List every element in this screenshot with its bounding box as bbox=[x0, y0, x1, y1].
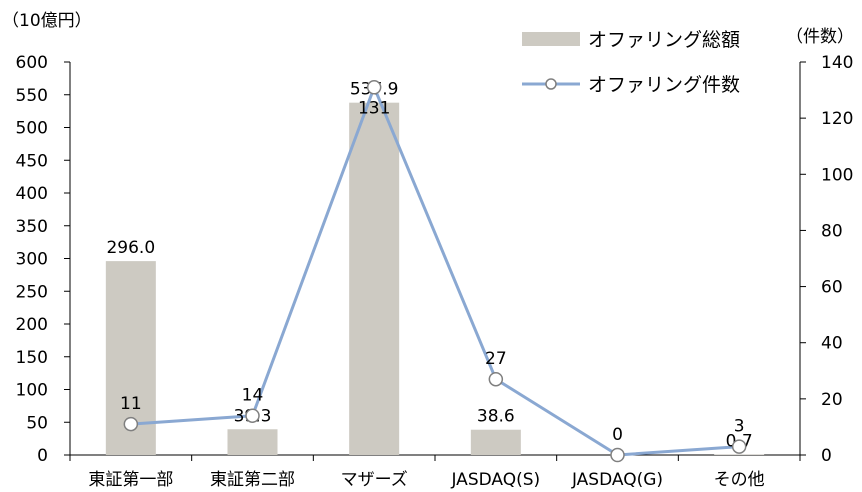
line-data-label: 0 bbox=[612, 425, 623, 445]
right-tick-label: 140 bbox=[821, 53, 853, 73]
line-data-label: 14 bbox=[242, 386, 264, 406]
left-tick-label: 0 bbox=[37, 446, 48, 466]
left-tick-label: 500 bbox=[16, 119, 48, 139]
line-data-label: 11 bbox=[120, 394, 142, 414]
left-tick-label: 400 bbox=[16, 184, 48, 204]
line-data-label: 27 bbox=[485, 349, 507, 369]
x-tick-label: JASDAQ(G) bbox=[571, 470, 663, 490]
line-data-label: 131 bbox=[358, 98, 390, 118]
right-axis-unit: （件数） bbox=[786, 27, 854, 47]
x-tick-label: その他 bbox=[714, 470, 765, 490]
left-tick-label: 200 bbox=[16, 315, 48, 335]
legend-label-line: オファリング件数 bbox=[588, 74, 741, 96]
line-marker bbox=[610, 447, 625, 463]
right-tick-label: 0 bbox=[821, 446, 832, 466]
line-marker bbox=[488, 371, 504, 387]
left-tick-label: 300 bbox=[16, 250, 48, 270]
line-marker bbox=[245, 408, 260, 423]
bar bbox=[227, 429, 278, 455]
left-axis-unit: （10億円） bbox=[2, 11, 92, 31]
right-tick-label: 100 bbox=[821, 165, 853, 185]
x-tick-label: マザーズ bbox=[341, 470, 408, 490]
legend-label-bar: オファリング総額 bbox=[588, 29, 741, 51]
right-tick-label: 120 bbox=[821, 109, 853, 129]
line-marker bbox=[366, 80, 382, 95]
right-tick-label: 20 bbox=[821, 390, 843, 410]
bar bbox=[470, 429, 521, 455]
x-tick-label: JASDAQ(S) bbox=[450, 470, 540, 490]
right-tick-label: 40 bbox=[821, 334, 843, 354]
right-tick-label: 60 bbox=[821, 278, 843, 298]
left-tick-label: 150 bbox=[16, 348, 48, 368]
left-tick-label: 50 bbox=[26, 413, 48, 433]
bar-data-label: 296.0 bbox=[106, 238, 155, 258]
legend-swatch-line bbox=[522, 77, 580, 90]
legend-item-bar: オファリング総額 bbox=[522, 25, 740, 52]
legend-item-line: オファリング件数 bbox=[522, 70, 740, 97]
line-marker bbox=[731, 439, 747, 454]
right-tick-label: 80 bbox=[821, 221, 843, 241]
left-tick-label: 100 bbox=[16, 381, 48, 401]
x-tick-label: 東証第一部 bbox=[88, 470, 173, 490]
left-tick-label: 600 bbox=[16, 53, 48, 73]
line-marker bbox=[123, 416, 139, 432]
x-tick-label: 東証第二部 bbox=[210, 470, 295, 490]
left-tick-label: 250 bbox=[16, 282, 48, 302]
legend-swatch-bar bbox=[522, 31, 580, 46]
bar-data-label: 38.6 bbox=[477, 407, 515, 427]
bar bbox=[349, 102, 400, 455]
line-series bbox=[130, 85, 740, 457]
left-tick-label: 550 bbox=[16, 86, 48, 106]
line-data-label: 3 bbox=[734, 417, 745, 437]
left-tick-label: 350 bbox=[16, 217, 48, 237]
left-tick-label: 450 bbox=[16, 151, 48, 171]
